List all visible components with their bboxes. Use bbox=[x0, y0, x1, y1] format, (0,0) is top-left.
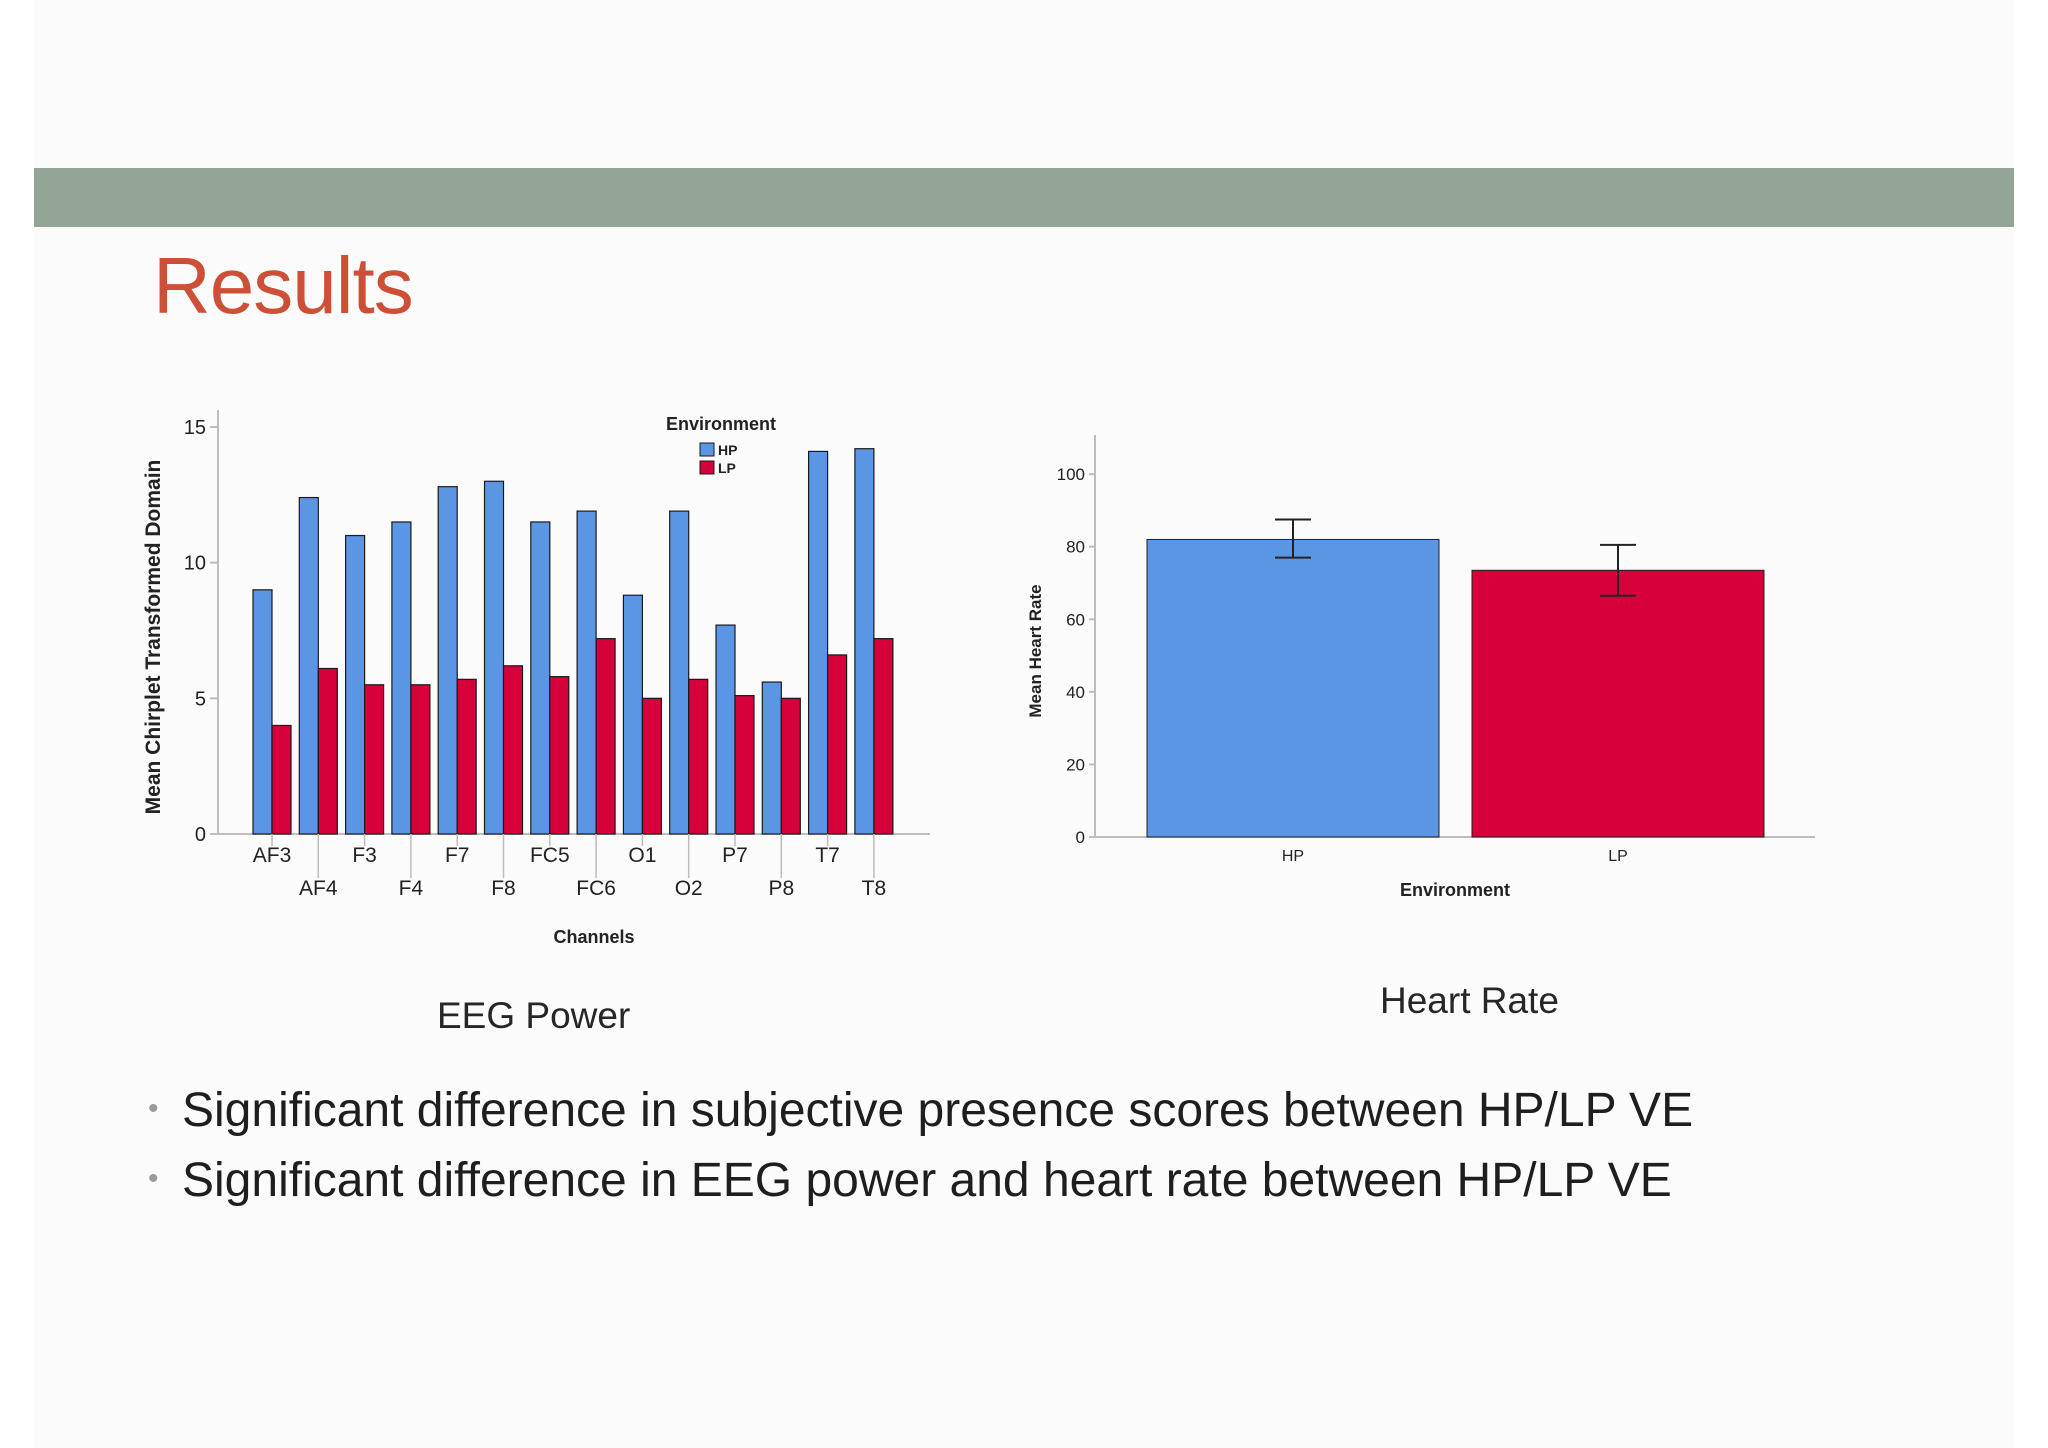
header-bar bbox=[34, 168, 2014, 227]
x-tick-label: HP bbox=[1282, 848, 1304, 865]
bar-lp bbox=[549, 676, 570, 835]
y-tick-label: 80 bbox=[1066, 538, 1085, 557]
x-tick-label: F3 bbox=[352, 844, 377, 867]
bar-lp bbox=[456, 678, 477, 835]
bar-lp bbox=[502, 665, 524, 835]
bar-hp bbox=[807, 450, 829, 835]
x-tick-label: AF3 bbox=[253, 844, 292, 867]
legend-title: Environment bbox=[666, 414, 776, 434]
eeg-power-caption: EEG Power bbox=[437, 995, 631, 1036]
y-axis-label: Mean Chirplet Transformed Domain bbox=[142, 460, 165, 815]
bar-lp bbox=[1471, 569, 1765, 838]
legend-swatch-hp bbox=[699, 442, 715, 457]
x-tick-label: F8 bbox=[491, 877, 516, 900]
x-tick-label: O2 bbox=[675, 877, 703, 900]
bar-hp bbox=[576, 510, 597, 835]
x-tick-label: T7 bbox=[815, 844, 840, 867]
heart-rate-caption: Heart Rate bbox=[1380, 980, 1559, 1021]
bar-lp bbox=[317, 667, 338, 835]
x-tick-label: LP bbox=[1608, 848, 1628, 865]
y-tick-label: 20 bbox=[1066, 755, 1085, 774]
y-tick-label: 0 bbox=[195, 824, 206, 846]
bar-lp bbox=[780, 697, 801, 835]
x-tick-label: P7 bbox=[722, 844, 748, 867]
legend-label-hp: HP bbox=[718, 442, 737, 458]
bar-hp bbox=[483, 480, 505, 835]
bullet-item: • Significant difference in EEG power and… bbox=[148, 1148, 1693, 1218]
bar-hp bbox=[761, 681, 782, 835]
bar-hp bbox=[854, 448, 875, 835]
eeg-power-chart: 0 5 10 15 AF3 AF4 F3 F4 F7 F8 FC5 FC6 O1 O2 P7 P8 T7 T8 Ch… bbox=[142, 410, 930, 947]
x-axis-label: Environment bbox=[1400, 880, 1510, 900]
bar-hp bbox=[622, 594, 643, 835]
legend-label-lp: LP bbox=[718, 460, 736, 476]
bar-lp bbox=[734, 695, 755, 835]
x-tick-label: AF4 bbox=[299, 877, 338, 900]
slide-title: Results bbox=[153, 241, 414, 330]
bar-hp bbox=[1146, 538, 1440, 838]
bar-hp bbox=[715, 624, 736, 835]
bar-lp bbox=[271, 724, 292, 835]
y-tick-label: 40 bbox=[1066, 683, 1085, 702]
x-tick-label: T8 bbox=[862, 877, 887, 900]
bullet-text: Significant difference in EEG power and … bbox=[182, 1154, 1672, 1207]
heart-rate-chart: 0 20 40 60 80 100 HP LP Environment Mean Heart Ra… bbox=[1026, 435, 1815, 900]
y-tick-label: 5 bbox=[195, 688, 206, 710]
bar-lp bbox=[641, 697, 663, 835]
x-axis-label: Channels bbox=[553, 927, 634, 947]
legend-swatch-lp bbox=[699, 460, 715, 475]
bullet-item: • Significant difference in subjective pr… bbox=[148, 1078, 1693, 1148]
bar-hp bbox=[298, 496, 319, 835]
x-tick-label: FC5 bbox=[530, 844, 570, 867]
bar-hp bbox=[391, 521, 412, 835]
bullet-dot-icon: • bbox=[148, 1092, 159, 1125]
x-tick-label: FC6 bbox=[576, 877, 616, 900]
y-tick-label: 10 bbox=[184, 553, 206, 575]
bar-hp bbox=[345, 534, 366, 835]
bar-lp bbox=[410, 684, 431, 835]
y-tick-label: 60 bbox=[1066, 610, 1085, 629]
x-tick-label: F4 bbox=[399, 877, 424, 900]
y-axis-label: Mean Heart Rate bbox=[1026, 584, 1045, 717]
bullet-dot-icon: • bbox=[148, 1162, 159, 1195]
bar-lp bbox=[873, 638, 894, 835]
y-tick-label: 15 bbox=[184, 417, 206, 439]
bar-hp bbox=[252, 589, 273, 835]
bar-hp bbox=[669, 510, 690, 835]
bullet-list: • Significant difference in subjective pr… bbox=[148, 1078, 1693, 1218]
bullet-text: Significant difference in subjective pre… bbox=[182, 1084, 1694, 1137]
bar-lp bbox=[826, 654, 848, 835]
bar-lp bbox=[364, 684, 385, 835]
x-tick-label: P8 bbox=[768, 877, 794, 900]
bar-lp bbox=[595, 638, 616, 835]
x-tick-label: F7 bbox=[445, 844, 470, 867]
bar-hp bbox=[530, 521, 551, 835]
bar-hp bbox=[437, 486, 458, 835]
y-tick-label: 100 bbox=[1057, 465, 1085, 484]
y-tick-label: 0 bbox=[1076, 828, 1085, 847]
bar-lp bbox=[688, 678, 709, 835]
x-tick-label: O1 bbox=[628, 844, 656, 867]
